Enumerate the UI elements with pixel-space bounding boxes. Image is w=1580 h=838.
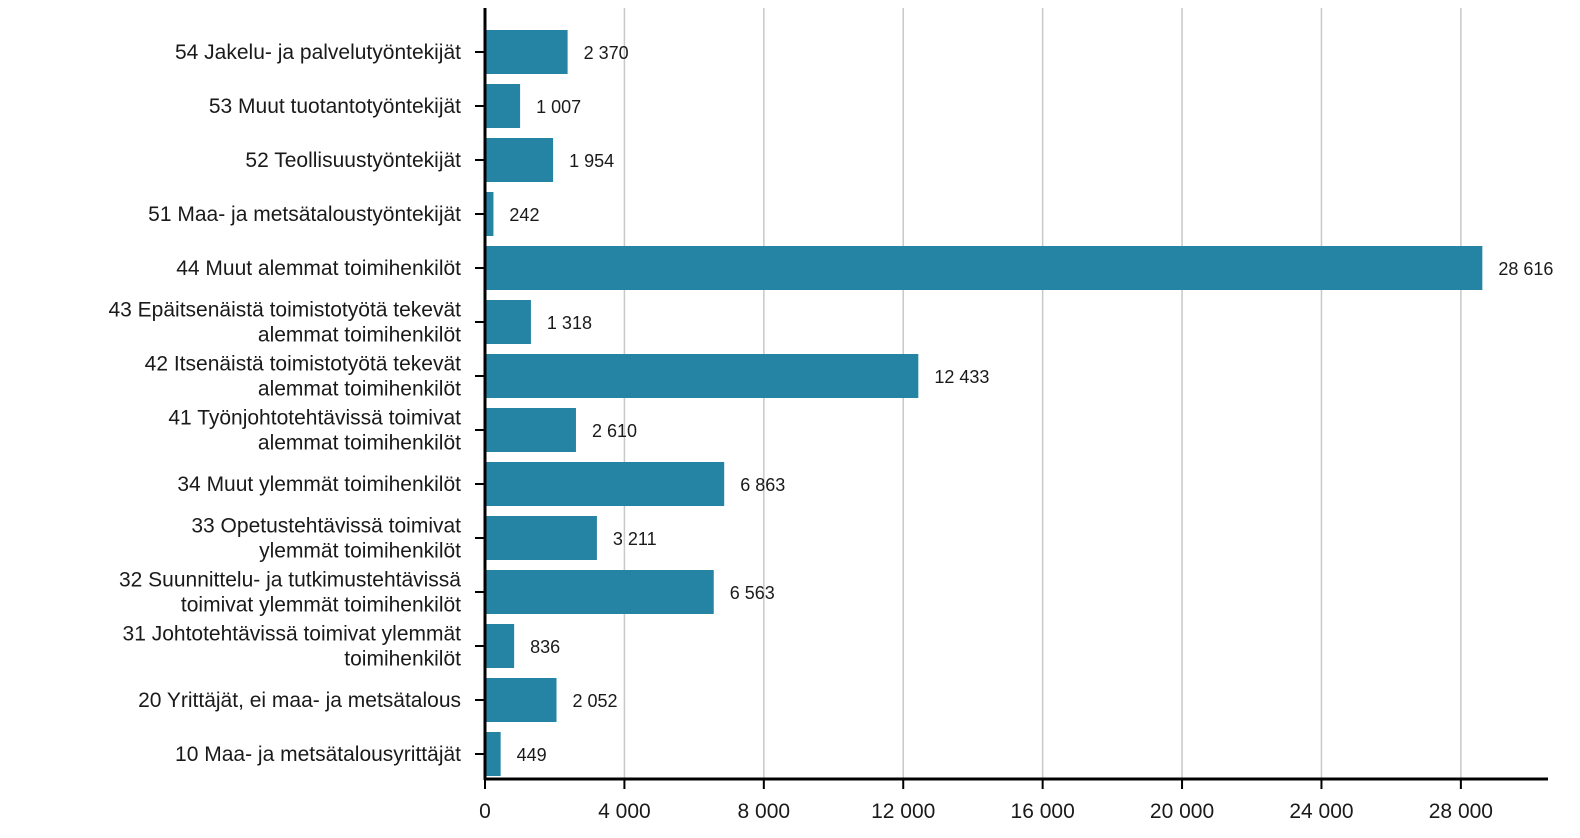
bar <box>485 678 557 722</box>
category-label: ylemmät toimihenkilöt <box>259 540 461 563</box>
bar <box>485 408 576 452</box>
bar <box>485 624 515 668</box>
x-tick-label: 12 000 <box>871 800 935 823</box>
bar <box>485 300 531 344</box>
category-label: alemmat toimihenkilöt <box>258 324 461 347</box>
value-label: 12 433 <box>934 367 989 387</box>
x-tick-label: 8 000 <box>738 800 791 823</box>
category-label: 33 Opetustehtävissä toimivat <box>191 515 461 538</box>
x-tick-label: 4 000 <box>598 800 651 823</box>
value-label: 28 616 <box>1498 259 1553 279</box>
category-label: 34 Muut ylemmät toimihenkilöt <box>177 473 461 496</box>
label-layer: 2 370 54 Jakelu- ja palvelutyöntekijät 1 0… <box>108 41 1553 823</box>
category-label: alemmat toimihenkilöt <box>258 378 461 401</box>
bar <box>485 246 1483 290</box>
value-label: 1 318 <box>547 313 592 333</box>
bar <box>485 192 494 236</box>
value-label: 2 370 <box>584 43 629 63</box>
x-tick-label: 24 000 <box>1289 800 1353 823</box>
x-tick-label: 16 000 <box>1011 800 1075 823</box>
value-label: 1 007 <box>536 97 581 117</box>
category-label: 20 Yrittäjät, ei maa- ja metsätalous <box>138 689 461 712</box>
value-label: 6 563 <box>730 583 775 603</box>
value-label: 836 <box>530 637 560 657</box>
category-label: 54 Jakelu- ja palvelutyöntekijät <box>175 41 461 64</box>
category-label: 51 Maa- ja metsätaloustyöntekijät <box>148 203 461 226</box>
bar <box>485 30 568 74</box>
category-label: 42 Itsenäistä toimistotyötä tekevät <box>145 353 461 376</box>
axis-layer <box>475 8 1548 789</box>
value-label: 6 863 <box>740 475 785 495</box>
bar <box>485 516 597 560</box>
value-label: 242 <box>509 205 539 225</box>
x-tick-label: 0 <box>479 800 491 823</box>
bar <box>485 570 714 614</box>
bar <box>485 138 554 182</box>
value-label: 449 <box>517 745 547 765</box>
value-label: 2 052 <box>573 691 618 711</box>
category-label: 10 Maa- ja metsätalousyrittäjät <box>175 743 461 766</box>
value-label: 3 211 <box>613 529 657 549</box>
category-label: 52 Teollisuustyöntekijät <box>245 149 461 172</box>
category-label: 43 Epäitsenäistä toimistotyötä tekevät <box>108 299 461 322</box>
x-tick-label: 28 000 <box>1429 800 1493 823</box>
category-label: alemmat toimihenkilöt <box>258 432 461 455</box>
category-label: 31 Johtotehtävissä toimivat ylemmät <box>123 623 462 646</box>
category-label: 53 Muut tuotantotyöntekijät <box>209 95 461 118</box>
bar <box>485 354 919 398</box>
category-label: 44 Muut alemmat toimihenkilöt <box>176 257 461 280</box>
category-label: toimivat ylemmät toimihenkilöt <box>181 594 461 617</box>
value-label: 1 954 <box>569 151 614 171</box>
category-label: toimihenkilöt <box>344 648 461 671</box>
bar <box>485 84 521 128</box>
bar-layer <box>485 30 1483 776</box>
value-label: 2 610 <box>592 421 637 441</box>
category-label: 32 Suunnittelu- ja tutkimustehtävissä <box>119 569 461 592</box>
category-label: 41 Työnjohtotehtävissä toimivat <box>168 407 461 430</box>
x-tick-label: 20 000 <box>1150 800 1214 823</box>
bar <box>485 732 501 776</box>
bar <box>485 462 725 506</box>
